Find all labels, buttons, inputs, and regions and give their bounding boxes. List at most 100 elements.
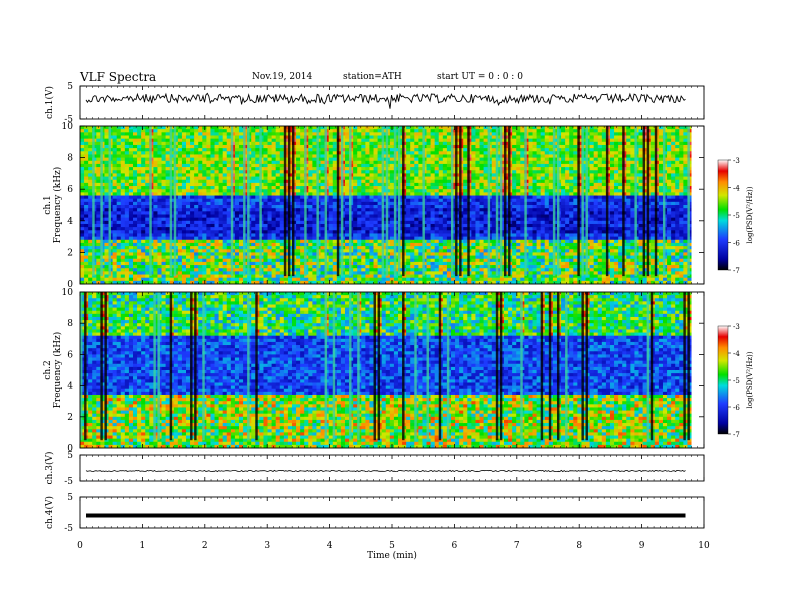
panel-2-spectrogram-cell [357,195,362,200]
panel-2-spectrogram-cell [271,236,277,241]
panel-2-spectrogram-cell [202,230,207,234]
panel-2-spectrogram-cell [116,233,122,237]
panel-2-spectrogram-cell [96,223,101,228]
panel-2-spectrogram-cell [332,198,338,203]
panel-2-spectrogram-cell [214,274,220,279]
panel-2-spectrogram-cell [190,160,195,165]
panel-2-spectrogram-cell [218,280,224,285]
panel-2-spectrogram-cell [198,144,203,149]
panel-2-spectrogram-cell [406,208,411,212]
panel-2-spectrogram-cell [442,151,448,155]
panel-2-spectrogram-cell [328,195,334,200]
panel-2-spectrogram-cell [239,170,244,174]
panel-2-spectrogram-cell [157,220,162,225]
panel-2-spectrogram-cell [373,138,379,143]
panel-2-sferic-streak [397,126,401,277]
panel-2-spectrogram-cell [353,173,358,177]
panel-2-spectrogram-cell [406,141,411,146]
panel-2-spectrogram-cell [234,195,240,200]
panel-2-spectrogram-cell [369,239,374,244]
panel-2-spectrogram-cell [145,217,150,222]
panel-2-spectrogram-cell [397,274,403,279]
panel-2-spectrogram-cell [267,167,273,171]
panel-2-spectrogram-cell [357,274,362,279]
panel-2-spectrogram-cell [267,176,273,181]
panel-2-spectrogram-cell [389,129,395,133]
panel-2-spectrogram-cell [255,242,260,247]
panel-2-spectrogram-cell [120,249,126,253]
panel-2-spectrogram-cell [410,208,415,212]
panel-2-spectrogram-cell [446,157,452,162]
panel-2-spectrogram-cell [214,268,220,272]
panel-2-spectrogram-cell [426,135,432,140]
panel-2-spectrogram-cell [251,167,256,171]
panel-2-spectrogram-cell [251,258,256,263]
panel-2-spectrogram-cell [194,201,199,206]
panel-2-spectrogram-cell [133,236,138,241]
panel-2-spectrogram-cell [226,223,232,228]
panel-2-spectrogram-cell [116,208,122,212]
panel-2-spectrogram-cell [177,255,183,260]
panel-2-spectrogram-cell [430,167,436,171]
panel-2-spectrogram-cell [442,141,448,146]
panel-2-spectrogram-cell [206,249,211,253]
panel-2-spectrogram-cell [426,217,432,222]
panel-2-spectrogram-cell [389,135,395,140]
panel-2-spectrogram-cell [194,195,199,200]
panel-2-spectrogram-cell [186,192,191,196]
panel-2-spectrogram-cell [275,129,281,133]
panel-2-spectrogram-cell [234,239,240,244]
panel-2-spectrogram-cell [300,233,305,237]
panel-2-spectrogram-cell [296,233,301,237]
panel-2-spectrogram-cell [88,265,93,269]
panel-2-spectrogram-cell [120,236,126,241]
panel-2-spectrogram-cell [190,170,195,174]
panel-2-spectrogram-cell [271,227,277,231]
panel-2-spectrogram-cell [112,126,118,130]
panel-2-spectrogram-cell [344,132,350,136]
panel-2-spectrogram-cell [96,154,101,158]
panel-2-spectrogram-cell [145,252,150,256]
panel-2-spectrogram-cell [96,271,101,275]
panel-2-spectrogram-cell [210,182,215,187]
panel-2-spectrogram-cell [137,255,142,260]
panel-2-spectrogram-cell [84,220,89,225]
panel-2-spectrogram-cell [418,265,423,269]
panel-2-spectrogram-cell [88,179,93,184]
panel-2-spectrogram-cell [418,239,423,244]
panel-2-spectrogram-cell [332,239,338,244]
panel-2-spectrogram-cell [157,233,162,237]
panel-2-spectrogram-cell [202,223,207,228]
panel-2-spectrogram-cell [414,173,419,177]
panel-2-spectrogram-cell [430,214,436,219]
panel-2-spectrogram-cell [190,236,195,241]
panel-2-spectrogram-cell [145,249,150,253]
panel-2-spectrogram-cell [88,271,93,275]
panel-2-spectrogram-cell [133,151,138,155]
panel-2-spectrogram-cell [165,176,171,181]
panel-2-spectrogram-cell [389,271,395,275]
panel-2-spectrogram-cell [267,126,273,130]
panel-2-spectrogram-cell [137,138,142,143]
panel-2-spectrogram-cell [181,217,187,222]
panel-2-sferic-streak [385,126,389,277]
panel-2-spectrogram-cell [442,160,448,165]
panel-2-spectrogram-cell [96,148,101,152]
panel-2-spectrogram-cell [389,192,395,196]
panel-2-spectrogram-cell [430,255,436,260]
panel-2-spectrogram-cell [161,214,167,219]
panel-2-spectrogram-cell [328,126,334,130]
panel-2-spectrogram-cell [353,214,358,219]
panel-2-spectrogram-cell [434,217,440,222]
panel-2-spectrogram-cell [414,201,419,206]
panel-2-spectrogram-cell [116,268,122,272]
panel-2-spectrogram-cell [430,252,436,256]
panel-2-spectrogram-cell [442,170,448,174]
panel-2-spectrogram-cell [434,252,440,256]
panel-2-spectrogram-cell [271,176,277,181]
panel-2-spectrogram-cell [80,126,85,130]
panel-2-spectrogram-cell [410,217,415,222]
panel-2-spectrogram-cell [251,132,256,136]
panel-2-spectrogram-cell [181,233,187,237]
panel-2-spectrogram-cell [165,179,171,184]
